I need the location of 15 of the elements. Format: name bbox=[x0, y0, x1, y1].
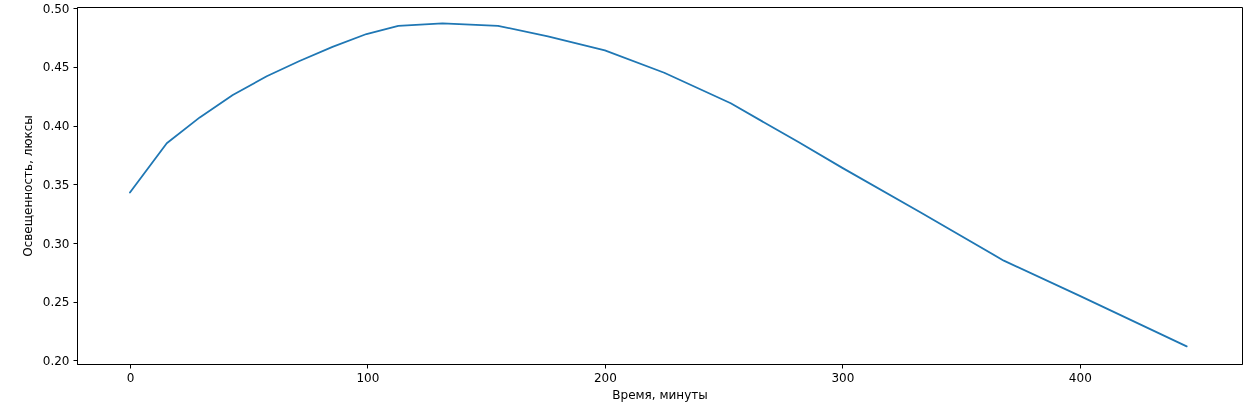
x-tick-label: 200 bbox=[593, 370, 617, 385]
y-tick-label: 0.50 bbox=[42, 1, 70, 16]
x-tick-label: 300 bbox=[831, 370, 855, 385]
y-tick-label: 0.25 bbox=[42, 295, 70, 310]
y-tick-label: 0.35 bbox=[42, 177, 70, 192]
y-tick-label: 0.45 bbox=[42, 60, 70, 75]
y-tick-label: 0.20 bbox=[42, 353, 70, 368]
x-tick-label: 400 bbox=[1068, 370, 1092, 385]
x-tick-label: 0 bbox=[126, 370, 135, 385]
y-tick-label: 0.30 bbox=[42, 236, 70, 251]
x-axis-title: Время, минуты bbox=[612, 387, 708, 402]
x-tick-label: 100 bbox=[356, 370, 380, 385]
y-tick-label: 0.40 bbox=[42, 119, 70, 134]
y-axis-title: Освещенность, люксы bbox=[20, 115, 35, 257]
line-series bbox=[129, 22, 1188, 348]
